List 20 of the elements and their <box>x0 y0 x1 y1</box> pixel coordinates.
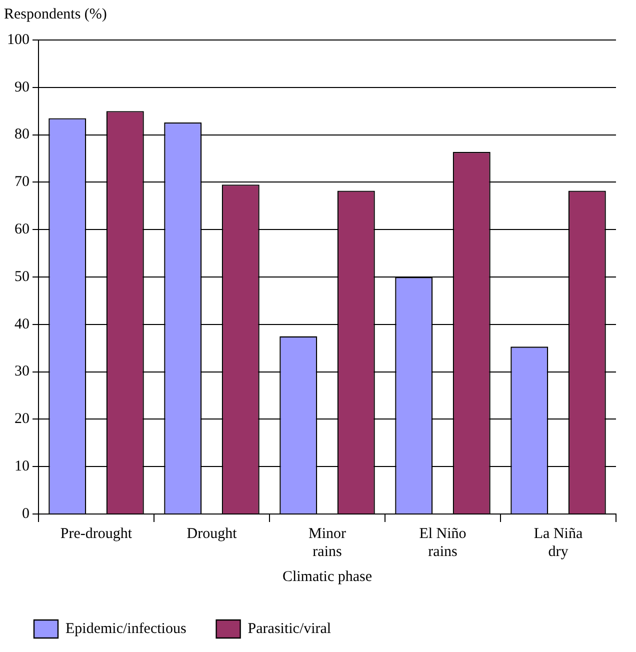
y-tick-label: 70 <box>14 174 30 190</box>
legend-label: Epidemic/infectious <box>66 620 186 637</box>
legend-label: Parasitic/viral <box>248 620 332 637</box>
y-tick-label: 30 <box>14 364 30 380</box>
y-tick-label: 20 <box>14 411 30 428</box>
y-tick-label: 60 <box>14 222 30 238</box>
y-axis-title: Respondents (%) <box>4 6 107 22</box>
y-tick-label: 80 <box>14 126 30 143</box>
x-axis-title: Climatic phase <box>282 568 372 585</box>
y-tick-label: 10 <box>14 458 30 475</box>
x-tick-label: Drought <box>186 526 238 542</box>
x-tick-label: El Niño rains <box>419 526 466 560</box>
x-tick-label: Minor rains <box>308 526 346 560</box>
y-tick-label: 40 <box>14 316 30 332</box>
y-tick-label: 0 <box>22 506 30 522</box>
y-tick-label: 90 <box>14 79 30 96</box>
x-tick-label: Pre-drought <box>60 526 133 542</box>
y-tick-label: 100 <box>7 32 30 48</box>
x-tick-label: La Niña dry <box>534 526 583 560</box>
y-tick-label: 50 <box>14 268 30 285</box>
